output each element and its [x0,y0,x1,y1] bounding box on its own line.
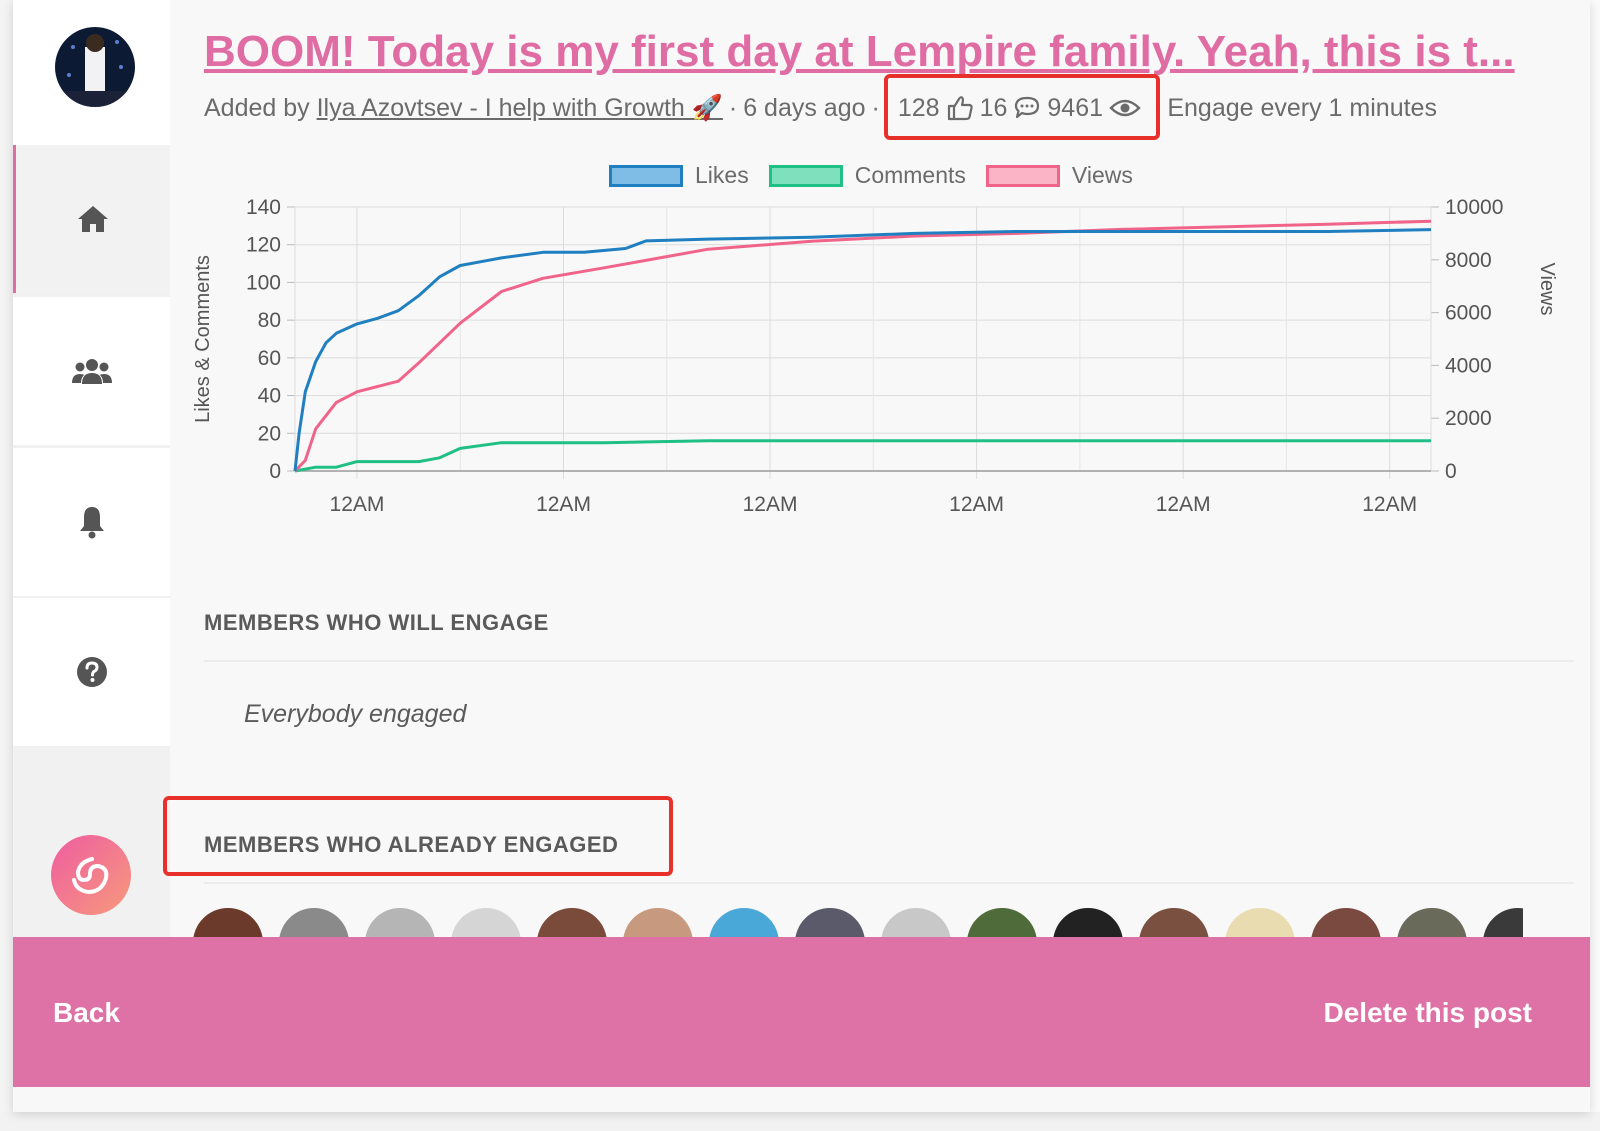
legend-item-comments[interactable]: Comments [768,162,966,189]
avatar[interactable] [55,27,135,107]
divider [204,882,1574,884]
member-avatar[interactable] [1397,908,1467,940]
avatar-image [55,27,135,107]
home-icon [78,206,108,232]
member-avatar[interactable] [1053,908,1123,940]
legend-swatch-comments [768,164,843,187]
engaged-members-list [193,908,1523,940]
delete-post-button[interactable]: Delete this post [1323,997,1532,1028]
member-avatar[interactable] [451,908,521,940]
meta-separator: · [871,94,880,122]
likes-count: 128 [897,94,940,122]
section-will-engage-heading: MEMBERS WHO WILL ENGAGE [204,610,549,635]
x-tick-label: 12AM [1362,493,1417,516]
legend-swatch-views [985,164,1060,187]
post-detail-modal: BOOM! Today is my first day at Lempire f… [13,0,1590,1112]
member-avatar[interactable] [1139,908,1209,940]
stats-highlight-box [883,74,1160,140]
series-line-comments [294,439,1431,473]
member-avatar[interactable] [1483,908,1523,940]
x-tick-label: 12AM [330,493,385,516]
left-tick-label: 120 [246,234,281,257]
right-axis-title: Views [1536,263,1558,316]
legend-label: Likes [695,162,749,188]
x-tick-label: 12AM [1156,493,1211,516]
left-tick-label: 40 [258,385,281,408]
legend-label: Views [1071,162,1133,188]
member-avatar[interactable] [1311,908,1381,940]
member-avatar[interactable] [623,908,693,940]
right-tick-label: 4000 [1445,354,1492,377]
chart-legend: Likes Comments Views [609,162,1153,189]
legend-item-likes[interactable]: Likes [609,162,749,189]
sidebar-item-help[interactable] [13,598,170,746]
post-meta: Added by Ilya Azovtsev - I help with Gro… [204,74,1437,140]
member-avatar[interactable] [193,908,263,940]
comments-count: 16 [979,94,1008,122]
series-line-views [293,219,1432,473]
right-tick-label: 0 [1445,460,1457,483]
sidebar-item-home[interactable] [13,145,170,293]
back-button[interactable]: Back [53,997,120,1028]
left-tick-label: 20 [258,422,281,445]
legend-item-views[interactable]: Views [985,162,1133,189]
member-avatar[interactable] [967,908,1037,940]
comment-icon [1015,96,1040,119]
sidebar-item-notifications[interactable] [13,448,170,596]
sidebar-profile-cell [13,0,170,145]
modal-footer: Back Delete this post [13,937,1590,1087]
added-by-label: Added by [204,94,310,122]
bell-icon [79,507,104,539]
meta-separator: · [728,94,738,122]
engage-frequency: Engage every 1 minutes [1167,94,1437,122]
member-avatar[interactable] [537,908,607,940]
post-stats: 128 16 9461 [883,74,1160,140]
series-line-likes [293,228,1432,472]
right-tick-label: 8000 [1445,249,1492,272]
member-avatar[interactable] [1225,908,1295,940]
post-title-link[interactable]: BOOM! Today is my first day at Lempire f… [204,27,1515,76]
background-page-bottom [0,1112,1600,1131]
divider [204,660,1574,662]
left-tick-label: 140 [246,196,281,219]
will-engage-empty-state: Everybody engaged [244,700,467,728]
post-age: 6 days ago [743,94,866,122]
member-avatar[interactable] [279,908,349,940]
help-icon [76,657,107,687]
already-engaged-highlight-box [163,796,673,876]
member-avatar[interactable] [795,908,865,940]
users-icon [71,359,112,384]
legend-swatch-likes [609,164,683,187]
right-tick-label: 10000 [1445,196,1503,219]
x-tick-label: 12AM [949,493,1004,516]
thumbs-up-icon [947,96,973,121]
left-axis-title: Likes & Comments [192,255,214,423]
sidebar-item-members[interactable] [13,297,170,445]
sidebar [13,0,170,960]
views-count: 9461 [1047,94,1104,122]
member-avatar[interactable] [709,908,779,940]
left-tick-label: 0 [269,460,281,483]
legend-label: Comments [854,162,966,188]
spiral-logo-icon[interactable] [51,835,131,915]
spiral-logo-glyph [72,857,109,895]
left-tick-label: 80 [258,309,281,332]
right-tick-label: 2000 [1445,407,1492,430]
engagement-chart: 0 20 40 60 80 100 120 140 0 2000 4000 6000 8000 10000… [192,196,1558,516]
section-already-engaged-heading: MEMBERS WHO ALREADY ENGAGED [204,832,619,857]
member-avatar[interactable] [881,908,951,940]
eye-icon [1109,99,1141,117]
member-avatar[interactable] [365,908,435,940]
author-link[interactable]: Ilya Azovtsev - I help with Growth 🚀 [316,94,723,122]
right-tick-label: 6000 [1445,302,1492,325]
x-tick-label: 12AM [536,493,591,516]
left-tick-label: 100 [246,271,281,294]
left-tick-label: 60 [258,347,281,370]
x-tick-label: 12AM [743,493,798,516]
